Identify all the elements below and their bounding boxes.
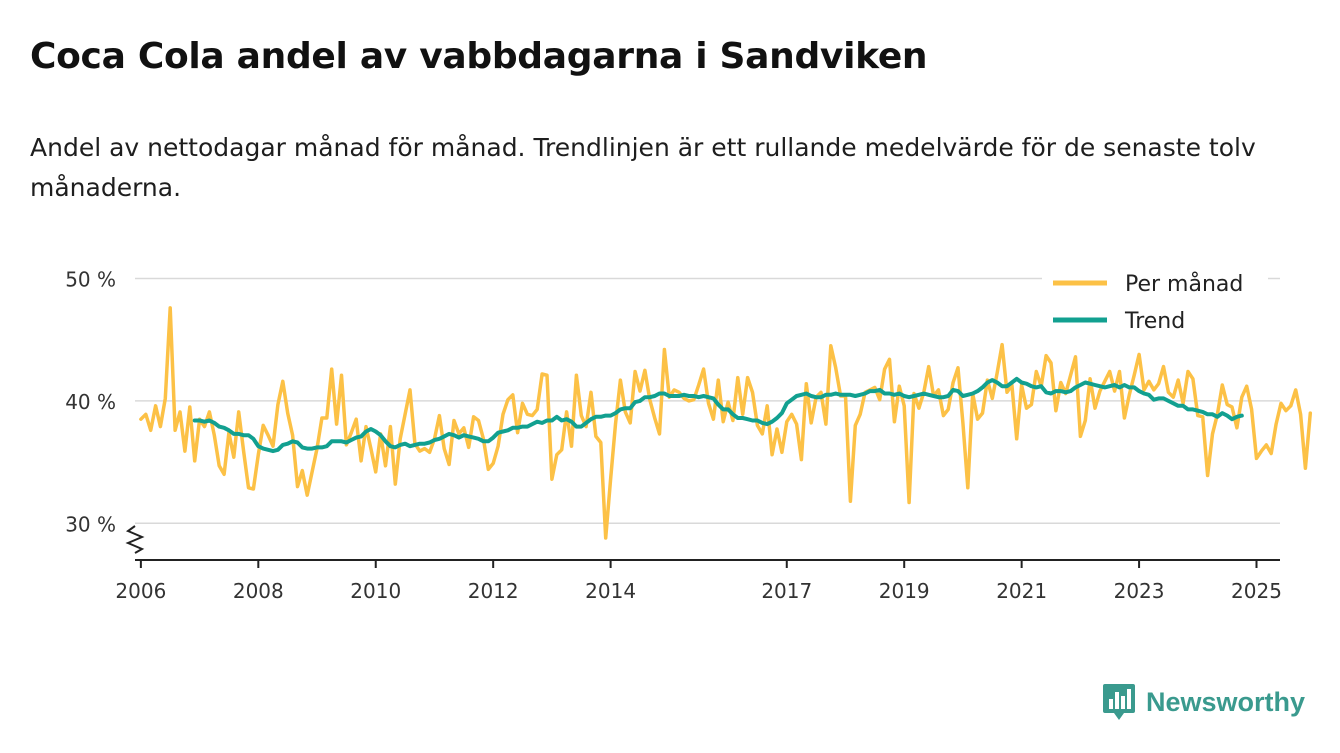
brand-logo: Newsworthy: [1102, 682, 1305, 722]
y-tick-label: 30 %: [65, 512, 116, 536]
series-lines: [139, 306, 1313, 540]
legend: Per månad Trend: [1042, 264, 1268, 342]
x-tick-label: 2017: [761, 579, 812, 603]
x-tick-label: 2012: [468, 579, 519, 603]
x-tick-label: 2023: [1114, 579, 1165, 603]
y-tick-label: 50 %: [65, 267, 116, 291]
x-tick-label: 2019: [879, 579, 930, 603]
newsworthy-logo-icon: [1103, 684, 1135, 720]
brand-name: Newsworthy: [1146, 686, 1306, 717]
series-line-per-manad: [139, 306, 1313, 540]
x-tick-label: 2025: [1231, 579, 1282, 603]
x-tick-label: 2010: [350, 579, 401, 603]
page-title: Coca Cola andel av vabbdagarna i Sandvik…: [30, 36, 928, 77]
x-tick-label: 2021: [996, 579, 1047, 603]
x-tick-label: 2008: [233, 579, 284, 603]
y-tick-label: 40 %: [65, 390, 116, 414]
chart-subtitle: Andel av nettodagar månad för månad. Tre…: [30, 133, 1256, 202]
axis-break-icon: [125, 525, 145, 554]
x-axis: [125, 525, 1280, 561]
x-tick-label: 2006: [115, 579, 166, 603]
y-axis-ticks: 30 % 40 % 50 %: [65, 267, 116, 536]
x-tick-label: 2014: [585, 579, 636, 603]
series-line-trend: [192, 376, 1244, 454]
legend-label-per-manad: Per månad: [1125, 271, 1243, 297]
legend-label-trend: Trend: [1124, 309, 1185, 334]
x-axis-ticks: 2006 2008 2010 2012 2014 2017 2019 2021 2023 2025: [115, 560, 1282, 603]
legend-background: [1042, 264, 1268, 342]
